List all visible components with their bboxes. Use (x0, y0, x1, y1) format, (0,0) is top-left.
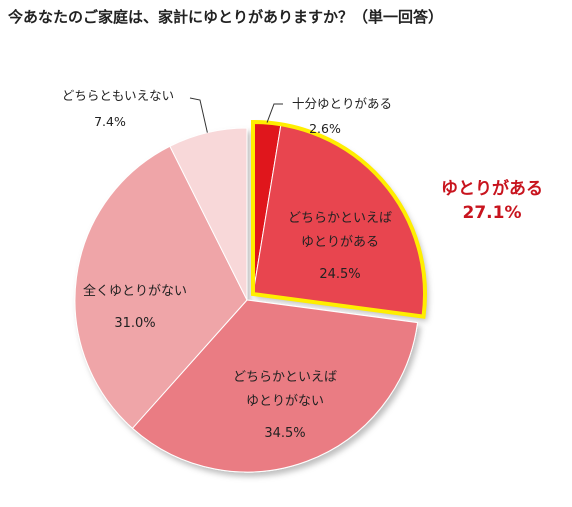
pie-slice-4 (74, 145, 248, 430)
chart-title: 今あなたのご家庭は、家計にゆとりがありますか？（単一回答） (8, 8, 444, 26)
highlight-border (251, 119, 427, 319)
slice-value-5: 7.4% (94, 114, 126, 129)
pie-slice-3 (131, 299, 419, 473)
highlight-callout-value: 27.1% (462, 203, 522, 223)
slice-label-2-line-1: どちらかといえば (288, 211, 392, 226)
slice-label-3-line-2: ゆとりがない (246, 394, 324, 409)
slice-value-4: 31.0% (114, 316, 155, 331)
slice-label-1: 十分ゆとりがある (292, 96, 392, 111)
highlight-callout-label: ゆとりがある (441, 179, 543, 199)
slice-label-4: 全くゆとりがない (83, 283, 187, 299)
leader-line-1 (266, 103, 283, 123)
leader-line-5 (189, 97, 208, 133)
slice-label-3-line-1: どちらかといえば (233, 370, 337, 385)
slice-value-3: 34.5% (264, 426, 305, 441)
highlight-callout: ゆとりがある 27.1% (436, 177, 548, 225)
slice-label-2-line-2: ゆとりがある (301, 235, 379, 250)
slice-value-1: 2.6% (309, 121, 341, 136)
slice-label-5: どちらともいえない (62, 88, 174, 103)
slice-value-2: 24.5% (319, 267, 360, 282)
